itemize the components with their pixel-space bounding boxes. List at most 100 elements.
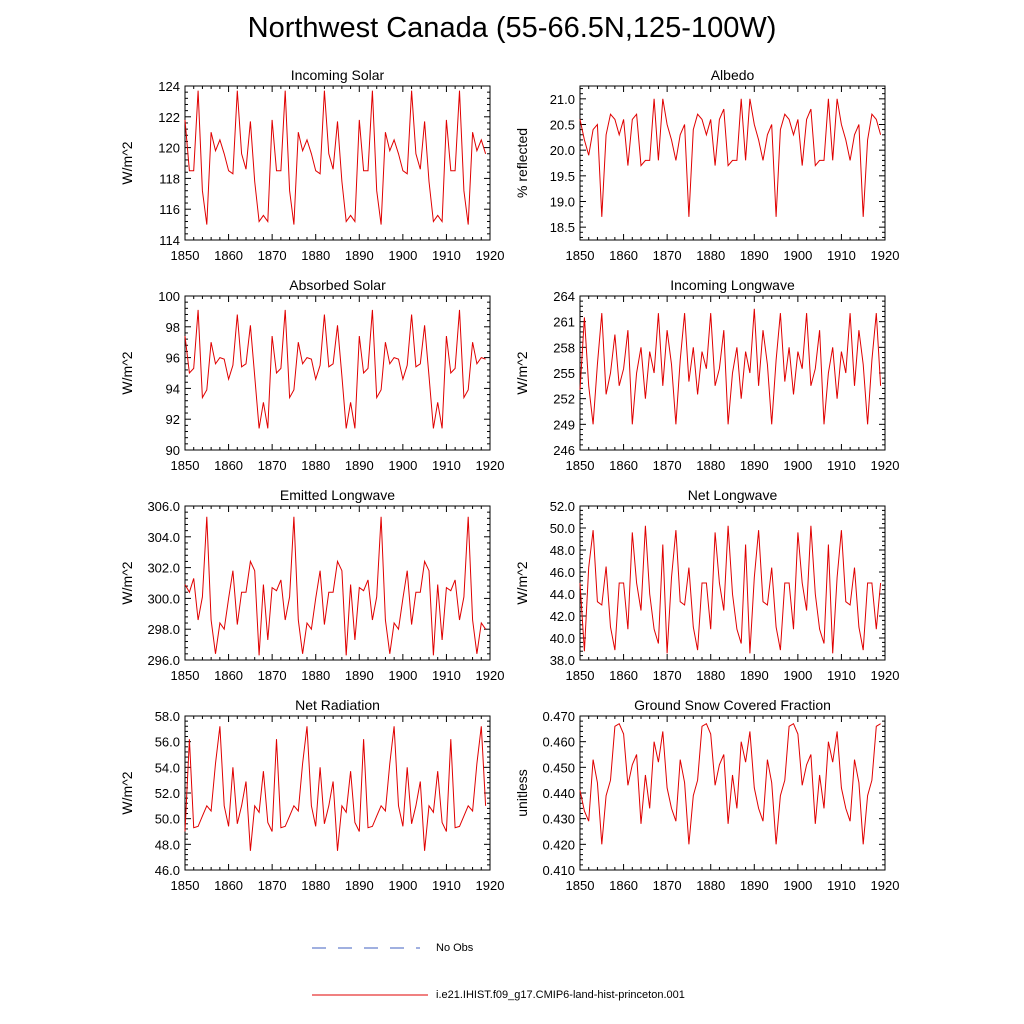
x-tick-label: 1920: [871, 458, 900, 473]
y-tick-label: 0.450: [542, 760, 575, 775]
x-tick-label: 1850: [566, 248, 595, 263]
y-tick-label: 18.5: [550, 220, 575, 235]
y-tick-label: 124: [158, 79, 180, 94]
x-tick-label: 1910: [827, 878, 856, 893]
x-tick-label: 1900: [388, 668, 417, 683]
figure-title: Northwest Canada (55-66.5N,125-100W): [247, 12, 777, 44]
y-tick-label: 92: [166, 412, 180, 427]
x-tick-label: 1850: [566, 668, 595, 683]
x-tick-label: 1900: [783, 458, 812, 473]
chart-panel-6: Net Longwave W/m^2 1850 1860 1870 1880 1890 190…: [514, 487, 899, 683]
legend-swatch-model: [312, 994, 428, 996]
y-tick-label: 298.0: [147, 622, 180, 637]
panel-title: Ground Snow Covered Fraction: [634, 697, 831, 713]
y-tick-label: 40.0: [550, 631, 575, 646]
y-axis-label: W/m^2: [514, 561, 530, 604]
x-tick-label: 1880: [301, 248, 330, 263]
chart-panel-4: Incoming Longwave W/m^2 1850 1860 1870 1880 18…: [514, 277, 899, 473]
chart-panel-1: Incoming Solar W/m^2 1850 1860 1870 1880 1890 1…: [119, 67, 504, 263]
y-tick-label: 0.470: [542, 709, 575, 724]
x-tick-label: 1870: [653, 458, 682, 473]
series-line: [579, 722, 881, 845]
panel-title: Incoming Longwave: [670, 277, 795, 293]
x-tick-label: 1910: [827, 248, 856, 263]
plot-frame: [579, 85, 886, 241]
x-tick-label: 1870: [653, 668, 682, 683]
y-axis-label: unitless: [514, 769, 530, 816]
y-tick-label: 246: [553, 443, 575, 458]
panel-title: Emitted Longwave: [280, 487, 395, 503]
x-tick-label: 1920: [476, 248, 505, 263]
y-tick-label: 48.0: [155, 837, 180, 852]
x-tick-label: 1870: [653, 878, 682, 893]
y-axis-label: W/m^2: [514, 351, 530, 394]
x-tick-label: 1920: [871, 248, 900, 263]
x-tick-label: 1850: [566, 878, 595, 893]
x-tick-label: 1850: [171, 248, 200, 263]
plot-frame: [184, 85, 491, 241]
y-tick-label: 46.0: [550, 565, 575, 580]
x-tick-label: 1860: [609, 878, 638, 893]
x-tick-label: 1890: [740, 878, 769, 893]
y-tick-label: 98: [166, 320, 180, 335]
y-tick-label: 0.420: [542, 837, 575, 852]
chart-panel-2: Albedo % reflected 1850 1860 1870 1880 1890 190…: [514, 67, 899, 263]
x-tick-label: 1890: [345, 458, 374, 473]
plot-frame: [184, 505, 491, 661]
x-tick-label: 1910: [432, 668, 461, 683]
panel-title: Albedo: [711, 67, 755, 83]
y-tick-label: 304.0: [147, 530, 180, 545]
x-tick-label: 1920: [476, 458, 505, 473]
plot-frame: [184, 295, 491, 451]
chart-panel-7: Net Radiation W/m^2 1850 1860 1870 1880 1890 19…: [119, 697, 504, 893]
x-tick-label: 1860: [214, 668, 243, 683]
series-line: [579, 525, 882, 654]
x-tick-label: 1860: [609, 458, 638, 473]
y-tick-label: 302.0: [147, 561, 180, 576]
y-tick-label: 56.0: [155, 735, 180, 750]
panel-title: Absorbed Solar: [289, 277, 386, 293]
y-tick-label: 58.0: [155, 709, 180, 724]
y-tick-label: 96: [166, 351, 180, 366]
y-tick-label: 0.410: [542, 863, 575, 878]
x-tick-label: 1910: [432, 458, 461, 473]
x-tick-label: 1910: [827, 668, 856, 683]
y-tick-label: 114: [159, 233, 180, 248]
x-tick-label: 1920: [871, 878, 900, 893]
x-tick-label: 1900: [388, 878, 417, 893]
x-tick-label: 1910: [432, 248, 461, 263]
y-tick-label: 261: [553, 315, 575, 330]
y-tick-label: 258: [553, 340, 575, 355]
y-tick-label: 252: [553, 392, 575, 407]
x-tick-label: 1880: [696, 458, 725, 473]
x-tick-label: 1890: [740, 668, 769, 683]
y-tick-label: 0.430: [542, 812, 575, 827]
x-tick-label: 1910: [827, 458, 856, 473]
y-axis-label: W/m^2: [119, 141, 135, 184]
y-tick-label: 52.0: [550, 499, 575, 514]
y-tick-label: 116: [159, 202, 180, 217]
y-tick-label: 94: [166, 381, 180, 396]
x-tick-label: 1900: [783, 878, 812, 893]
y-tick-label: 46.0: [155, 863, 180, 878]
chart-panel-3: Absorbed Solar W/m^2 1850 1860 1870 1880 1890 1…: [119, 277, 504, 473]
legend-label-model: i.e21.IHIST.f09_g17.CMIP6-land-hist-prin…: [436, 989, 685, 1001]
y-tick-label: 21.0: [550, 92, 575, 107]
x-tick-label: 1900: [388, 458, 417, 473]
series-line: [579, 308, 882, 425]
x-tick-label: 1880: [696, 248, 725, 263]
x-tick-label: 1860: [609, 248, 638, 263]
x-tick-label: 1870: [258, 878, 287, 893]
y-tick-label: 52.0: [155, 786, 180, 801]
series-line: [579, 98, 882, 217]
y-tick-label: 42.0: [550, 609, 575, 624]
y-tick-label: 0.460: [542, 735, 575, 750]
x-tick-label: 1850: [171, 458, 200, 473]
x-tick-label: 1880: [301, 458, 330, 473]
y-tick-label: 100: [158, 289, 180, 304]
y-tick-label: 20.0: [550, 143, 575, 158]
y-axis-label: % reflected: [514, 128, 530, 198]
y-tick-label: 48.0: [550, 543, 575, 558]
x-tick-label: 1920: [871, 668, 900, 683]
series-line: [184, 309, 486, 429]
